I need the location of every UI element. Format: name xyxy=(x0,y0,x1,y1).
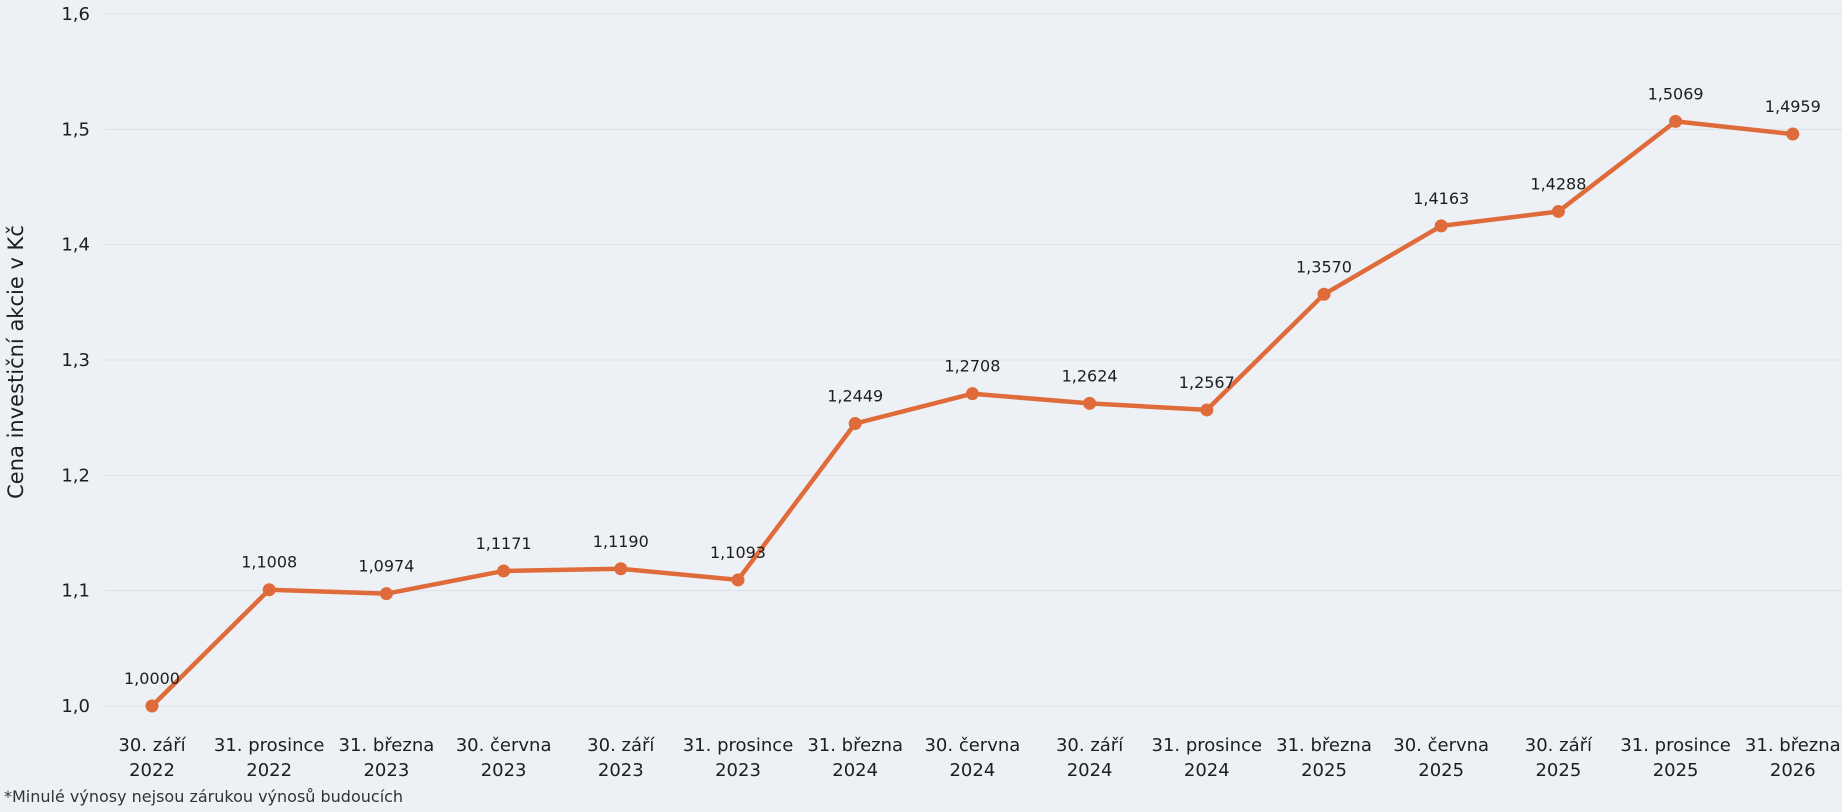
data-label: 1,4288 xyxy=(1530,174,1586,193)
x-tick-label: 31. prosince xyxy=(1152,735,1263,756)
data-point xyxy=(145,699,159,713)
data-label: 1,3570 xyxy=(1296,257,1352,276)
x-tick-label: 30. června xyxy=(1393,735,1489,756)
series-line xyxy=(149,119,1796,709)
data-label: 1,0974 xyxy=(358,557,414,576)
x-tick-year-label: 2023 xyxy=(715,760,761,781)
data-point xyxy=(965,387,979,401)
data-label: 1,0000 xyxy=(124,669,180,688)
data-label: 1,1093 xyxy=(710,543,766,562)
y-tick-label: 1,4 xyxy=(61,235,90,256)
data-point xyxy=(848,417,862,431)
x-tick-label: 31. prosince xyxy=(1620,735,1731,756)
data-point xyxy=(731,573,745,587)
data-label: 1,2708 xyxy=(944,357,1000,376)
data-label: 1,4959 xyxy=(1765,97,1821,116)
y-axis-title: Cena investiční akcie v Kč xyxy=(4,225,28,499)
y-axis-ticks: 1,0 1,1 1,2 1,3 1,4 1,5 1,6 xyxy=(61,4,90,717)
x-axis-ticks: 30. září 2022 31. prosince 2022 31. března 20… xyxy=(118,735,1840,781)
x-tick-year-label: 2024 xyxy=(949,760,995,781)
data-point xyxy=(1786,127,1800,141)
data-point xyxy=(1551,204,1565,218)
x-tick-label: 31. března xyxy=(1745,735,1841,756)
data-label: 1,5069 xyxy=(1648,84,1704,103)
y-tick-label: 1,1 xyxy=(61,581,90,602)
x-tick-label: 30. září xyxy=(587,735,655,756)
x-tick-label: 30. září xyxy=(1056,735,1124,756)
data-point xyxy=(1083,396,1097,410)
data-point xyxy=(1669,114,1683,128)
y-tick-label: 1,2 xyxy=(61,465,90,486)
x-tick-label: 31. března xyxy=(807,735,903,756)
data-point xyxy=(614,562,628,576)
x-tick-year-label: 2024 xyxy=(832,760,878,781)
data-labels: 1,0000 1,1008 1,0974 1,1171 1,1190 1,1093 1,24… xyxy=(124,84,1821,688)
x-tick-year-label: 2026 xyxy=(1770,760,1816,781)
x-tick-year-label: 2024 xyxy=(1067,760,1113,781)
x-tick-label: 30. června xyxy=(924,735,1020,756)
data-label: 1,1008 xyxy=(241,553,297,572)
y-tick-label: 1,0 xyxy=(61,696,90,717)
x-tick-year-label: 2024 xyxy=(1184,760,1230,781)
x-tick-label: 31. března xyxy=(339,735,435,756)
x-tick-year-label: 2023 xyxy=(598,760,644,781)
x-tick-year-label: 2025 xyxy=(1535,760,1581,781)
data-point xyxy=(1200,403,1214,417)
series-line-layer xyxy=(149,119,1796,709)
data-point xyxy=(497,564,511,578)
x-tick-label: 30. září xyxy=(1525,735,1593,756)
y-tick-label: 1,3 xyxy=(61,350,90,371)
y-tick-label: 1,6 xyxy=(61,4,90,25)
x-tick-year-label: 2022 xyxy=(129,760,175,781)
data-label: 1,1171 xyxy=(476,534,532,553)
data-points xyxy=(145,114,1800,713)
x-tick-label: 31. prosince xyxy=(214,735,325,756)
x-tick-label: 31. prosince xyxy=(683,735,794,756)
data-point xyxy=(1434,219,1448,233)
data-label: 1,1190 xyxy=(593,532,649,551)
data-point xyxy=(379,587,393,601)
y-tick-label: 1,5 xyxy=(61,119,90,140)
x-tick-year-label: 2023 xyxy=(363,760,409,781)
x-tick-year-label: 2025 xyxy=(1301,760,1347,781)
data-point xyxy=(262,583,276,597)
x-tick-label: 30. června xyxy=(456,735,552,756)
x-tick-year-label: 2022 xyxy=(246,760,292,781)
data-label: 1,4163 xyxy=(1413,189,1469,208)
x-tick-year-label: 2023 xyxy=(481,760,527,781)
x-tick-label: 31. března xyxy=(1276,735,1372,756)
data-label: 1,2449 xyxy=(827,387,883,406)
x-tick-year-label: 2025 xyxy=(1653,760,1699,781)
footnote: *Minulé výnosy nejsou zárukou výnosů bud… xyxy=(4,787,404,806)
x-tick-year-label: 2025 xyxy=(1418,760,1464,781)
data-label: 1,2624 xyxy=(1062,366,1118,385)
data-point xyxy=(1317,287,1331,301)
data-label: 1,2567 xyxy=(1179,373,1235,392)
x-tick-label: 30. září xyxy=(118,735,186,756)
